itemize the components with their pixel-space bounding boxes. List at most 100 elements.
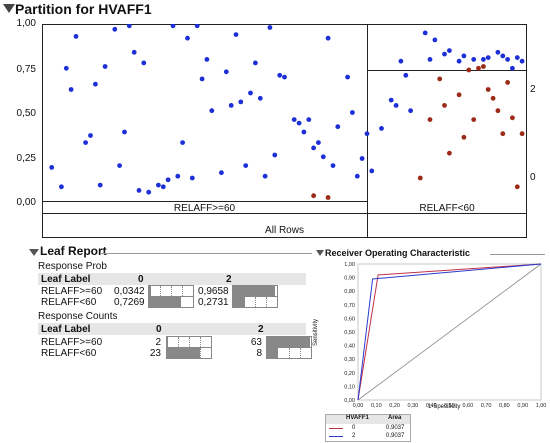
roc-title[interactable]: Receiver Operating Characteristic bbox=[325, 248, 471, 258]
roc-y-tick: 0,90 bbox=[344, 276, 355, 282]
data-point bbox=[156, 182, 161, 188]
data-point bbox=[160, 184, 166, 190]
column-header: Leaf Label bbox=[41, 324, 91, 335]
prob-bar-fill bbox=[233, 297, 246, 307]
data-point bbox=[354, 173, 360, 179]
row-label: RELAFF<60 bbox=[41, 297, 97, 308]
data-point bbox=[364, 131, 370, 137]
data-point bbox=[500, 53, 506, 59]
data-point bbox=[461, 134, 467, 140]
data-point bbox=[461, 53, 467, 59]
disclosure-triangle-icon[interactable] bbox=[316, 250, 324, 256]
data-point bbox=[335, 124, 341, 130]
data-point bbox=[301, 129, 307, 135]
partition-header[interactable]: Partition for HVAFF1 bbox=[0, 0, 550, 20]
data-point bbox=[442, 103, 447, 108]
grid-tick bbox=[200, 337, 201, 347]
legend-area-value: 0,9037 bbox=[386, 425, 405, 431]
row-label: RELAFF>=60 bbox=[41, 286, 103, 297]
left-split-label[interactable]: RELAFF>=60 bbox=[173, 203, 236, 214]
data-point bbox=[277, 72, 283, 78]
data-point bbox=[320, 154, 326, 160]
data-point bbox=[189, 175, 195, 181]
data-point bbox=[422, 30, 428, 36]
data-point bbox=[311, 193, 316, 199]
roc-y-label: Sensitivity bbox=[313, 318, 319, 346]
count-bar bbox=[166, 347, 212, 359]
count-bar-fill bbox=[267, 337, 310, 347]
data-point bbox=[141, 60, 147, 66]
disclosure-triangle-icon[interactable] bbox=[29, 249, 39, 256]
roc-y-tick: 0,60 bbox=[344, 316, 355, 322]
data-point bbox=[194, 24, 200, 29]
data-point bbox=[490, 95, 496, 101]
roc-curve-0 bbox=[357, 263, 542, 401]
grid-tick bbox=[300, 348, 301, 358]
data-point bbox=[248, 90, 253, 96]
right-split-label[interactable]: RELAFF<60 bbox=[419, 203, 475, 214]
roc-x-tick: 0,50 bbox=[444, 403, 455, 409]
data-point bbox=[330, 163, 336, 169]
data-point bbox=[282, 74, 287, 80]
roc-x-label: 1-Specificity bbox=[428, 404, 461, 410]
grid-tick bbox=[160, 286, 161, 296]
data-point bbox=[122, 129, 127, 135]
all-rows-label[interactable]: All Rows bbox=[265, 225, 304, 236]
column-header: 2 bbox=[226, 274, 232, 285]
data-point bbox=[325, 35, 331, 41]
roc-y-tick: 0,40 bbox=[344, 344, 355, 350]
data-point bbox=[442, 51, 447, 57]
data-point bbox=[432, 37, 438, 43]
roc-y-tick: 0,20 bbox=[344, 371, 355, 377]
data-point bbox=[131, 49, 137, 55]
partition-title: Partition for HVAFF1 bbox=[15, 1, 152, 17]
plot-frame bbox=[42, 24, 527, 238]
roc-x-tick: 0,30 bbox=[408, 403, 419, 409]
data-point bbox=[126, 24, 132, 29]
data-point bbox=[117, 163, 122, 169]
data-point bbox=[427, 57, 433, 62]
roc-x-tick: 0,00 bbox=[353, 403, 364, 409]
count-value: 2 bbox=[155, 337, 161, 348]
partition-plot[interactable] bbox=[42, 24, 527, 238]
roc-y-tick: 0,80 bbox=[344, 289, 355, 295]
data-point bbox=[369, 168, 375, 174]
roc-plot[interactable]: 0,000,00 0,10 0,10 0,20 0,20 0,30 0,30 0,40 0,40… bbox=[322, 258, 548, 416]
data-point bbox=[471, 117, 477, 122]
data-point bbox=[228, 103, 234, 108]
data-point bbox=[345, 74, 350, 80]
y-tick-label: 0,00 bbox=[16, 197, 36, 208]
data-point bbox=[83, 140, 88, 145]
grid-tick bbox=[200, 348, 201, 358]
right-axis-label: 0 bbox=[530, 172, 536, 183]
data-point bbox=[185, 35, 190, 41]
data-point bbox=[306, 117, 312, 122]
data-point bbox=[146, 189, 152, 195]
data-point bbox=[325, 195, 331, 200]
roc-x-tick: 0,40 bbox=[426, 403, 437, 409]
legend-swatch bbox=[329, 436, 343, 437]
roc-x-tick: 0,80 bbox=[499, 403, 510, 409]
data-point bbox=[505, 57, 510, 62]
count-bar-fill bbox=[267, 348, 279, 358]
roc-x-tick: 0,20 bbox=[389, 403, 400, 409]
prob-bar bbox=[148, 296, 194, 308]
data-point bbox=[170, 24, 176, 29]
count-bar bbox=[266, 347, 312, 359]
roc-x-tick: 0,90 bbox=[517, 403, 528, 409]
data-point bbox=[514, 184, 520, 190]
count-bar-fill bbox=[167, 348, 200, 358]
disclosure-triangle-icon[interactable] bbox=[3, 4, 15, 13]
roc-y-tick: 0,50 bbox=[344, 330, 355, 336]
data-point bbox=[388, 97, 394, 103]
data-point bbox=[223, 69, 229, 75]
data-point bbox=[500, 131, 506, 137]
legend-header-name: HVAFF1 bbox=[346, 415, 369, 421]
leaf-report-title[interactable]: Leaf Report bbox=[40, 244, 107, 258]
legend-area-value: 0,9037 bbox=[386, 433, 405, 439]
data-point bbox=[63, 65, 69, 71]
data-point bbox=[476, 65, 481, 71]
row-label: RELAFF<60 bbox=[41, 348, 97, 359]
data-point bbox=[481, 64, 486, 69]
roc-x-tick: 0,60 bbox=[462, 403, 473, 409]
